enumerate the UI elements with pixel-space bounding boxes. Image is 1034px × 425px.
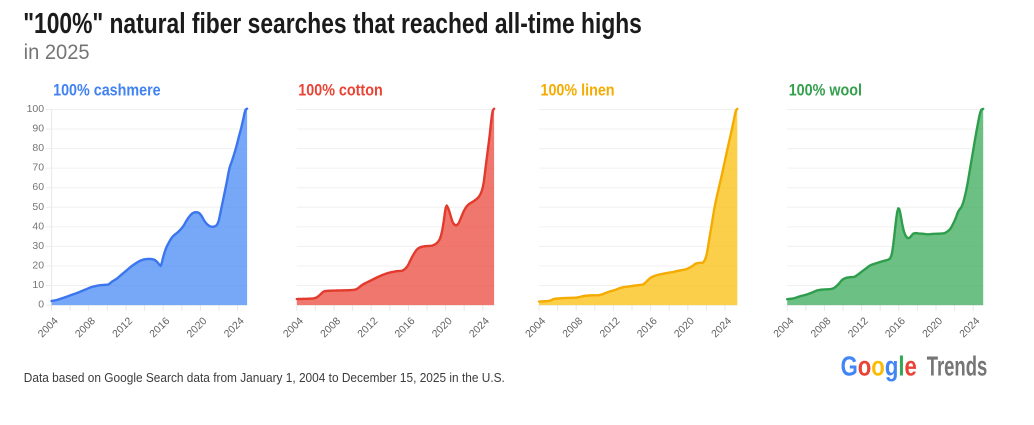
svg-text:30: 30 <box>32 240 44 252</box>
svg-text:100% linen: 100% linen <box>541 81 615 99</box>
svg-text:90: 90 <box>32 123 44 135</box>
svg-text:100% cotton: 100% cotton <box>298 81 382 99</box>
svg-text:20: 20 <box>32 259 44 271</box>
svg-text:70: 70 <box>32 162 44 174</box>
svg-text:100: 100 <box>27 103 45 115</box>
svg-text:40: 40 <box>32 220 44 232</box>
svg-text:0: 0 <box>38 299 44 311</box>
svg-text:Google: Google <box>841 351 917 382</box>
svg-text:60: 60 <box>32 181 44 193</box>
svg-text:10: 10 <box>32 279 44 291</box>
svg-text:80: 80 <box>32 142 44 154</box>
svg-text:Data based on Google Search da: Data based on Google Search data from Ja… <box>24 370 505 385</box>
svg-text:50: 50 <box>32 201 44 213</box>
svg-text:in 2025: in 2025 <box>24 40 90 64</box>
svg-text:100% wool: 100% wool <box>789 81 862 99</box>
svg-text:"100%" natural fiber searches: "100%" natural fiber searches that reach… <box>23 6 642 39</box>
svg-text:100% cashmere: 100% cashmere <box>53 81 161 99</box>
svg-text:Trends: Trends <box>927 352 988 383</box>
